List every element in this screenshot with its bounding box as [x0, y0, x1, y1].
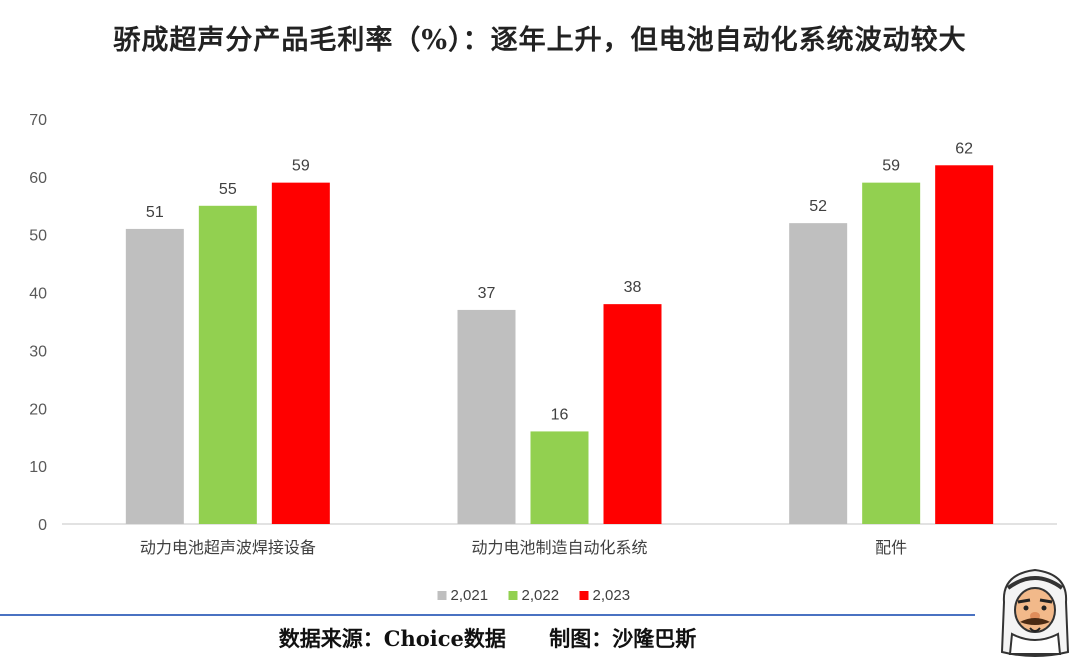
x-tick-label: 动力电池超声波焊接设备: [140, 538, 316, 557]
data-label: 52: [809, 198, 827, 215]
bar: [789, 223, 848, 524]
data-label: 38: [624, 279, 642, 296]
bar: [457, 309, 516, 524]
data-source: 数据来源：Choice数据: [278, 626, 506, 651]
y-tick-label: 30: [29, 343, 47, 360]
data-label: 51: [146, 204, 164, 221]
bar: [862, 182, 921, 524]
y-tick-label: 0: [38, 517, 47, 534]
x-tick-label: 动力电池制造自动化系统: [471, 538, 647, 557]
y-tick-label: 20: [29, 401, 47, 418]
data-label: 16: [551, 406, 569, 423]
y-tick-label: 50: [29, 228, 47, 245]
bar: [603, 304, 662, 524]
legend-swatch: [508, 591, 518, 600]
legend-label: 2,021: [451, 587, 489, 604]
x-tick-label: 配件: [875, 538, 907, 557]
y-tick-label: 70: [29, 112, 47, 129]
data-label: 55: [219, 181, 237, 198]
legend-label: 2,022: [522, 587, 560, 604]
bar: [198, 205, 257, 525]
bar: [125, 228, 184, 524]
legend-label: 2,023: [593, 587, 631, 604]
y-tick-label: 60: [29, 170, 47, 187]
bar: [935, 165, 994, 525]
bar: [271, 182, 330, 524]
data-label: 62: [955, 140, 973, 157]
legend-swatch: [579, 591, 589, 600]
data-label: 59: [882, 158, 900, 175]
chart-title: 骄成超声分产品毛利率（%）：逐年上升，但电池自动化系统波动较大: [113, 25, 967, 56]
chart-author: 制图：沙隆巴斯: [549, 626, 697, 651]
mascot-avatar-icon: [1000, 568, 1070, 657]
bar: [530, 431, 589, 524]
data-label: 37: [478, 285, 496, 302]
y-tick-label: 10: [29, 459, 47, 476]
footer: 数据来源：Choice数据 制图：沙隆巴斯: [0, 623, 975, 653]
y-tick-label: 40: [29, 286, 47, 303]
footer-divider: [0, 614, 975, 616]
legend-swatch: [437, 591, 447, 600]
data-label: 59: [292, 158, 310, 175]
